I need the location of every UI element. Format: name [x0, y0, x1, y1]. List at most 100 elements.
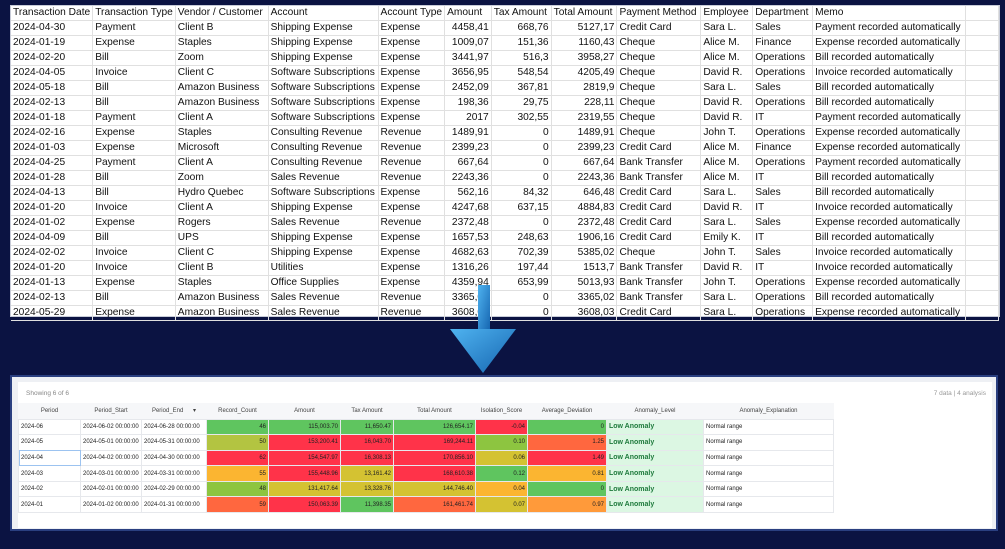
table-row[interactable]: 2024-01 2024-01-02 00:00:00 2024-01-31 00:…: [18, 496, 834, 514]
table-cell[interactable]: Staples: [175, 125, 269, 142]
table-cell[interactable]: 161,461.74: [393, 496, 476, 514]
table-cell[interactable]: Credit Card: [616, 140, 702, 157]
table-cell[interactable]: 13,161.42: [340, 465, 394, 482]
table-cell[interactable]: 59: [206, 496, 269, 514]
table-cell[interactable]: Microsoft: [175, 140, 269, 157]
table-cell[interactable]: 3441,97: [444, 50, 492, 67]
table-cell[interactable]: Software Subscriptions: [268, 65, 379, 82]
column-header[interactable]: Transaction Date: [11, 6, 94, 22]
column-header[interactable]: Amount: [444, 6, 492, 22]
table-cell[interactable]: Expense: [378, 245, 446, 262]
table-cell[interactable]: IT: [752, 170, 814, 187]
column-header[interactable]: Vendor / Customer: [175, 6, 269, 22]
table-row[interactable]: 2024-02 2024-02-01 00:00:00 2024-02-29 00:…: [18, 480, 834, 498]
table-cell[interactable]: 0.10: [475, 434, 528, 451]
table-cell[interactable]: 11,398.35: [340, 496, 394, 514]
table-cell[interactable]: 1489,91: [551, 125, 618, 142]
table-cell[interactable]: Expense: [378, 200, 446, 217]
table-cell[interactable]: Payment recorded automatically: [812, 110, 966, 127]
table-cell[interactable]: Expense: [378, 80, 446, 97]
table-cell[interactable]: 2024-02-02: [11, 245, 94, 262]
table-cell[interactable]: 2024-01-19: [11, 35, 94, 52]
table-cell[interactable]: 153,200.41: [268, 434, 341, 451]
column-header-amount[interactable]: Amount: [269, 403, 341, 419]
table-cell[interactable]: Software Subscriptions: [268, 110, 379, 127]
table-cell[interactable]: Invoice: [92, 65, 176, 82]
table-cell[interactable]: Shipping Expense: [268, 245, 379, 262]
table-cell[interactable]: UPS: [175, 230, 269, 247]
table-cell[interactable]: 4458,41: [444, 20, 492, 37]
column-header-record-count[interactable]: Record_Count: [207, 403, 269, 419]
table-cell[interactable]: Alice M.: [700, 50, 754, 67]
table-cell[interactable]: 2024-05: [18, 434, 81, 451]
table-cell[interactable]: Bill recorded automatically: [812, 230, 966, 247]
table-cell[interactable]: Cheque: [616, 110, 702, 127]
empty-cell[interactable]: [965, 20, 1000, 37]
table-cell[interactable]: 2452,09: [444, 80, 492, 97]
empty-cell[interactable]: [965, 290, 1000, 307]
table-cell[interactable]: 198,36: [444, 95, 492, 112]
table-cell[interactable]: Staples: [175, 35, 269, 52]
column-header[interactable]: Account: [268, 6, 379, 22]
table-cell[interactable]: David R.: [700, 260, 754, 277]
table-cell[interactable]: Expense: [378, 35, 446, 52]
table-cell[interactable]: Expense: [92, 305, 176, 322]
table-cell[interactable]: 2372,48: [444, 215, 492, 232]
table-cell[interactable]: Software Subscriptions: [268, 95, 379, 112]
table-cell[interactable]: Operations: [752, 125, 814, 142]
table-cell[interactable]: 1657,53: [444, 230, 492, 247]
table-cell[interactable]: Expense: [378, 260, 446, 277]
table-cell[interactable]: 2319,55: [551, 110, 618, 127]
table-cell[interactable]: Bill: [92, 80, 176, 97]
table-cell[interactable]: Hydro Quebec: [175, 185, 269, 202]
table-row[interactable]: 2024-06 2024-06-02 00:00:00 2024-06-28 00:…: [18, 418, 834, 436]
table-cell[interactable]: 2024-01-28: [11, 170, 94, 187]
table-cell[interactable]: Software Subscriptions: [268, 185, 379, 202]
table-cell[interactable]: Invoice: [92, 200, 176, 217]
table-cell[interactable]: Bank Transfer: [616, 170, 702, 187]
empty-cell[interactable]: [965, 305, 1000, 322]
table-cell[interactable]: Invoice: [92, 260, 176, 277]
table-cell[interactable]: Sara L.: [700, 290, 754, 307]
empty-cell[interactable]: [965, 35, 1000, 52]
table-cell[interactable]: 151,36: [491, 35, 552, 52]
table-cell[interactable]: Bill recorded automatically: [812, 80, 966, 97]
table-cell[interactable]: Sara L.: [700, 305, 754, 322]
table-cell[interactable]: Client C: [175, 65, 269, 82]
column-header[interactable]: Transaction Type: [92, 6, 176, 22]
table-cell[interactable]: John T.: [700, 275, 754, 292]
table-cell[interactable]: 29,75: [491, 95, 552, 112]
table-cell[interactable]: 668,76: [491, 20, 552, 37]
table-cell[interactable]: Cheque: [616, 125, 702, 142]
table-cell[interactable]: Revenue: [378, 140, 446, 157]
table-cell[interactable]: Amazon Business: [175, 305, 269, 322]
table-cell[interactable]: 4205,49: [551, 65, 618, 82]
table-cell[interactable]: 2024-02-20: [11, 50, 94, 67]
table-cell[interactable]: Shipping Expense: [268, 200, 379, 217]
empty-cell[interactable]: [965, 6, 1000, 22]
table-cell[interactable]: Expense recorded automatically: [812, 305, 966, 322]
table-cell[interactable]: Operations: [752, 290, 814, 307]
table-cell[interactable]: 4682,63: [444, 245, 492, 262]
table-cell[interactable]: 131,417.64: [268, 480, 341, 498]
table-cell[interactable]: 2024-01-18: [11, 110, 94, 127]
table-cell[interactable]: Utilities: [268, 260, 379, 277]
table-cell[interactable]: 2024-04-02 00:00:00: [80, 449, 142, 467]
table-cell[interactable]: Low Anomaly: [606, 449, 704, 467]
table-cell[interactable]: John T.: [700, 245, 754, 262]
table-cell[interactable]: Shipping Expense: [268, 35, 379, 52]
table-cell[interactable]: Normal range: [703, 434, 834, 451]
table-cell[interactable]: 2024-04: [18, 449, 81, 467]
table-cell[interactable]: Invoice: [92, 245, 176, 262]
table-cell[interactable]: Expense: [92, 215, 176, 232]
sort-desc-icon[interactable]: ▾: [191, 408, 197, 415]
table-cell[interactable]: 2024-04-05: [11, 65, 94, 82]
table-cell[interactable]: Bill recorded automatically: [812, 185, 966, 202]
table-cell[interactable]: 2024-01-20: [11, 200, 94, 217]
table-cell[interactable]: 1.25: [527, 434, 607, 451]
table-cell[interactable]: 2024-06: [18, 418, 81, 436]
table-cell[interactable]: Expense: [378, 65, 446, 82]
empty-cell[interactable]: [965, 230, 1000, 247]
table-cell[interactable]: Cheque: [616, 95, 702, 112]
table-cell[interactable]: 5013,93: [551, 275, 618, 292]
